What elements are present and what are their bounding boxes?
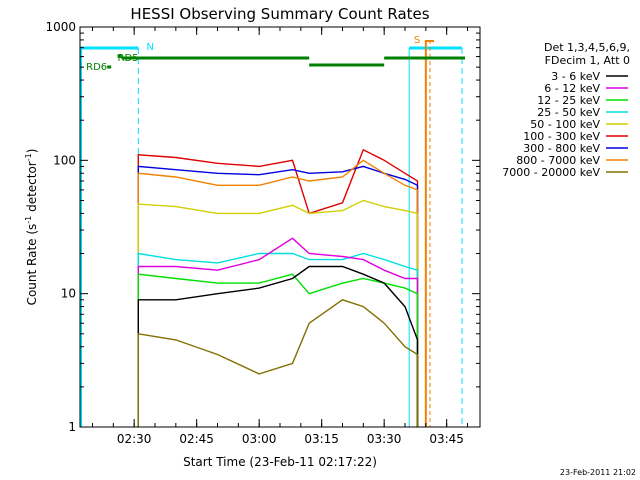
series-line [137, 199, 419, 427]
legend-label: 50 - 100 keV [530, 118, 600, 131]
y-axis-label-sup: -1 [24, 216, 33, 224]
series-line [137, 273, 419, 427]
legend-label: 3 - 6 keV [551, 70, 600, 83]
saa-flag-label: S [414, 35, 420, 46]
y-tick-label: 1000 [45, 20, 76, 34]
legend-label: 6 - 12 keV [544, 82, 600, 95]
decimation-flag-label: RD6 [86, 62, 107, 73]
y-axis-label-sup: -1 [24, 153, 33, 161]
x-tick-label: 02:30 [117, 432, 152, 446]
flag-bars: N S RD5 RD6 [80, 35, 465, 427]
series-line [137, 237, 419, 427]
y-tick-label: 100 [53, 153, 76, 167]
night-flag-label: N [146, 42, 153, 53]
y-tick-label: 1 [68, 420, 76, 434]
chart-title: HESSI Observing Summary Count Rates [130, 5, 429, 23]
y-axis-label-part: Count Rate (s [25, 224, 39, 306]
legend-header-line-2: FDecim 1, Att 0 [545, 54, 630, 67]
legend-label: 800 - 7000 keV [516, 154, 600, 167]
series-line [137, 252, 419, 427]
series-layer [137, 148, 419, 427]
series-line [137, 148, 419, 427]
series-line [137, 299, 419, 427]
legend-label: 12 - 25 keV [537, 94, 600, 107]
legend-label: 25 - 50 keV [537, 106, 600, 119]
footer-timestamp: 23-Feb-2011 21:02 [560, 468, 636, 477]
x-tick-label: 03:45 [429, 432, 464, 446]
decimation-flag-label: RD5 [118, 53, 139, 64]
series-line [137, 159, 419, 427]
x-tick-label: 03:15 [304, 432, 339, 446]
y-axis-label: Count Rate (s-1 detector-1) [24, 149, 39, 306]
x-axis-label: Start Time (23-Feb-11 02:17:22) [183, 455, 377, 469]
x-tick-label: 03:30 [367, 432, 402, 446]
legend-header-line-1: Det 1,3,4,5,6,9, [544, 41, 630, 54]
y-tick-label: 10 [61, 287, 76, 301]
series-line [137, 165, 419, 427]
x-tick-label: 03:00 [242, 432, 277, 446]
axes: 02:30 02:45 03:00 03:15 03:30 03:45 1 10 100 1000 [45, 20, 480, 446]
y-axis-label-part: ) [25, 149, 39, 154]
x-tick-label: 02:45 [179, 432, 214, 446]
legend-label: 100 - 300 keV [523, 130, 600, 143]
series-line [137, 265, 419, 427]
legend-label: 300 - 800 keV [523, 142, 600, 155]
y-axis-label-part: detector [25, 161, 39, 216]
legend-label: 7000 - 20000 keV [502, 166, 600, 179]
